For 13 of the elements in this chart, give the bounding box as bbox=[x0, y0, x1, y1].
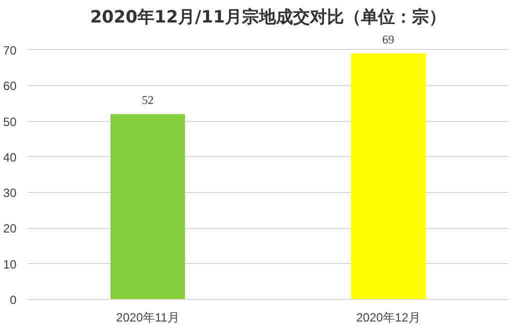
y-tick-label: 60 bbox=[3, 79, 17, 94]
x-tick-label: 2020年12月 bbox=[356, 310, 420, 324]
y-tick-label: 30 bbox=[3, 186, 17, 200]
data-label: 69 bbox=[382, 32, 394, 47]
y-tick-label: 20 bbox=[3, 222, 17, 236]
y-tick-label: 0 bbox=[10, 293, 17, 307]
data-label: 52 bbox=[142, 93, 154, 108]
y-tick-label: 70 bbox=[3, 43, 17, 58]
chart-title: 2020年12月/11月宗地成交对比（单位：宗） bbox=[90, 8, 446, 28]
y-tick-label: 50 bbox=[3, 114, 17, 129]
y-tick-label: 40 bbox=[3, 150, 17, 164]
x-tick-label: 2020年11月 bbox=[116, 310, 180, 324]
y-tick-label: 10 bbox=[3, 257, 17, 272]
